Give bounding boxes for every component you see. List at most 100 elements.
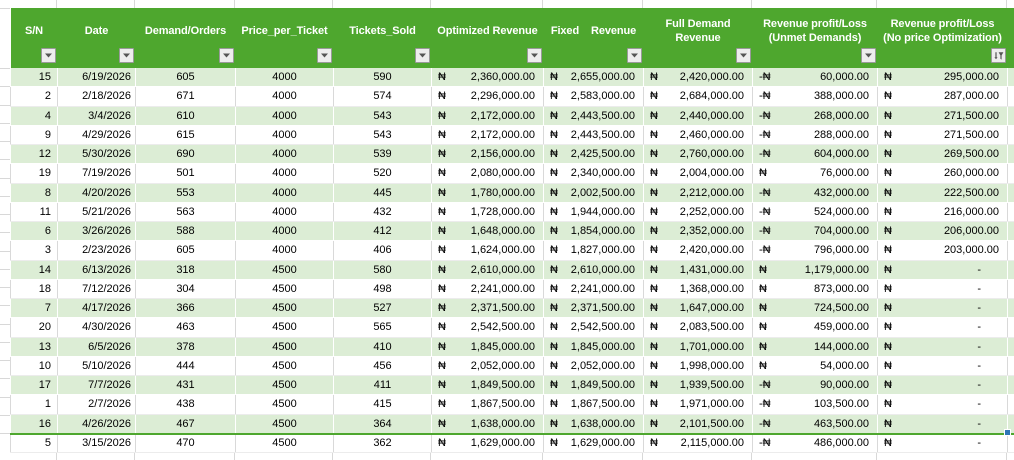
cell-sold[interactable]: 590 [334,68,432,87]
cell-sn[interactable]: 13 [11,337,58,356]
cell-optimized[interactable]: ₦2,542,500.00 [432,318,544,337]
cell-fixed[interactable]: ₦2,241,000.00 [544,279,644,298]
cell-optimized[interactable]: ₦2,371,500.00 [432,299,544,318]
cell-optimized[interactable]: ₦2,241,000.00 [432,279,544,298]
cell-fixed[interactable]: ₦1,638,000.00 [544,414,644,433]
cell-price[interactable]: 4500 [236,356,334,375]
cell-price[interactable]: 4000 [236,87,334,106]
cell-optimized[interactable]: ₦1,849,500.00 [432,376,544,395]
cell-date[interactable]: 4/29/2026 [58,125,136,144]
column-header-demand[interactable]: Demand/Orders [136,8,236,68]
cell-full[interactable]: ₦1,998,000.00 [644,356,753,375]
cell-sold[interactable]: 543 [334,106,432,125]
cell-optimized[interactable]: ₦1,648,000.00 [432,222,544,241]
cell-sn[interactable]: 17 [11,376,58,395]
cell-optimized[interactable]: ₦1,638,000.00 [432,414,544,433]
cell-sold[interactable]: 362 [334,433,432,452]
cell-noopt[interactable]: ₦- [878,414,1008,433]
column-header-unmet[interactable]: Revenue profit/Loss(Unmet Demands) [753,8,878,68]
cell-unmet[interactable]: ₦54,000.00 [753,356,878,375]
cell-sn[interactable]: 1 [11,395,58,414]
cell-unmet[interactable]: -₦90,000.00 [753,376,878,395]
cell-unmet[interactable]: ₦76,000.00 [753,164,878,183]
cell-fixed[interactable]: ₦1,867,500.00 [544,395,644,414]
cell-optimized[interactable]: ₦2,296,000.00 [432,87,544,106]
cell-noopt[interactable]: ₦206,000.00 [878,222,1008,241]
cell-price[interactable]: 4000 [236,125,334,144]
cell-optimized[interactable]: ₦1,780,000.00 [432,183,544,202]
cell-noopt[interactable]: ₦- [878,279,1008,298]
cell-noopt[interactable]: ₦- [878,299,1008,318]
cell-unmet[interactable]: -₦463,500.00 [753,414,878,433]
cell-sold[interactable]: 543 [334,125,432,144]
cell-sold[interactable]: 498 [334,279,432,298]
sorted-filter-button-noopt[interactable] [991,48,1006,63]
cell-noopt[interactable]: ₦203,000.00 [878,241,1008,260]
cell-demand[interactable]: 501 [136,164,236,183]
cell-full[interactable]: ₦2,440,000.00 [644,106,753,125]
cell-optimized[interactable]: ₦2,172,000.00 [432,106,544,125]
cell-sold[interactable]: 527 [334,299,432,318]
cell-sold[interactable]: 364 [334,414,432,433]
cell-full[interactable]: ₦2,101,500.00 [644,414,753,433]
cell-date[interactable]: 6/13/2026 [58,260,136,279]
cell-fixed[interactable]: ₦2,583,000.00 [544,87,644,106]
cell-sn[interactable]: 14 [11,260,58,279]
cell-date[interactable]: 7/12/2026 [58,279,136,298]
cell-noopt[interactable]: ₦287,000.00 [878,87,1008,106]
cell-sn[interactable]: 7 [11,299,58,318]
cell-date[interactable]: 4/26/2026 [58,414,136,433]
cell-unmet[interactable]: ₦459,000.00 [753,318,878,337]
cell-noopt[interactable]: ₦260,000.00 [878,164,1008,183]
cell-noopt[interactable]: ₦- [878,356,1008,375]
cell-noopt[interactable]: ₦216,000.00 [878,202,1008,221]
cell-demand[interactable]: 444 [136,356,236,375]
cell-price[interactable]: 4500 [236,395,334,414]
cell-price[interactable]: 4000 [236,241,334,260]
filter-dropdown-button-demand[interactable] [219,48,234,63]
cell-unmet[interactable]: -₦704,000.00 [753,222,878,241]
cell-sn[interactable]: 18 [11,279,58,298]
cell-demand[interactable]: 610 [136,106,236,125]
filter-dropdown-button-fixed[interactable] [627,48,642,63]
cell-full[interactable]: ₦1,701,000.00 [644,337,753,356]
cell-unmet[interactable]: ₦1,179,000.00 [753,260,878,279]
cell-sn[interactable]: 15 [11,68,58,87]
fill-handle[interactable] [1004,429,1011,436]
cell-date[interactable]: 2/7/2026 [58,395,136,414]
cell-demand[interactable]: 318 [136,260,236,279]
cell-full[interactable]: ₦2,420,000.00 [644,241,753,260]
cell-date[interactable]: 2/18/2026 [58,87,136,106]
cell-full[interactable]: ₦1,431,000.00 [644,260,753,279]
cell-optimized[interactable]: ₦2,172,000.00 [432,125,544,144]
cell-full[interactable]: ₦1,971,000.00 [644,395,753,414]
cell-noopt[interactable]: ₦- [878,318,1008,337]
cell-date[interactable]: 5/30/2026 [58,145,136,164]
cell-noopt[interactable]: ₦295,000.00 [878,68,1008,87]
cell-optimized[interactable]: ₦2,052,000.00 [432,356,544,375]
cell-date[interactable]: 3/15/2026 [58,433,136,452]
cell-noopt[interactable]: ₦222,500.00 [878,183,1008,202]
cell-full[interactable]: ₦2,212,000.00 [644,183,753,202]
cell-date[interactable]: 7/7/2026 [58,376,136,395]
cell-sold[interactable]: 456 [334,356,432,375]
cell-date[interactable]: 7/19/2026 [58,164,136,183]
cell-sold[interactable]: 411 [334,376,432,395]
cell-date[interactable]: 6/5/2026 [58,337,136,356]
cell-sold[interactable]: 565 [334,318,432,337]
cell-sn[interactable]: 12 [11,145,58,164]
cell-date[interactable]: 6/19/2026 [58,68,136,87]
cell-price[interactable]: 4000 [236,183,334,202]
cell-price[interactable]: 4000 [236,68,334,87]
cell-date[interactable]: 5/21/2026 [58,202,136,221]
cell-unmet[interactable]: -₦288,000.00 [753,125,878,144]
cell-fixed[interactable]: ₦1,849,500.00 [544,376,644,395]
cell-price[interactable]: 4000 [236,222,334,241]
cell-unmet[interactable]: -₦388,000.00 [753,87,878,106]
cell-fixed[interactable]: ₦2,655,000.00 [544,68,644,87]
cell-noopt[interactable]: ₦271,500.00 [878,106,1008,125]
cell-demand[interactable]: 605 [136,241,236,260]
cell-sn[interactable]: 5 [11,433,58,452]
cell-noopt[interactable]: ₦- [878,395,1008,414]
